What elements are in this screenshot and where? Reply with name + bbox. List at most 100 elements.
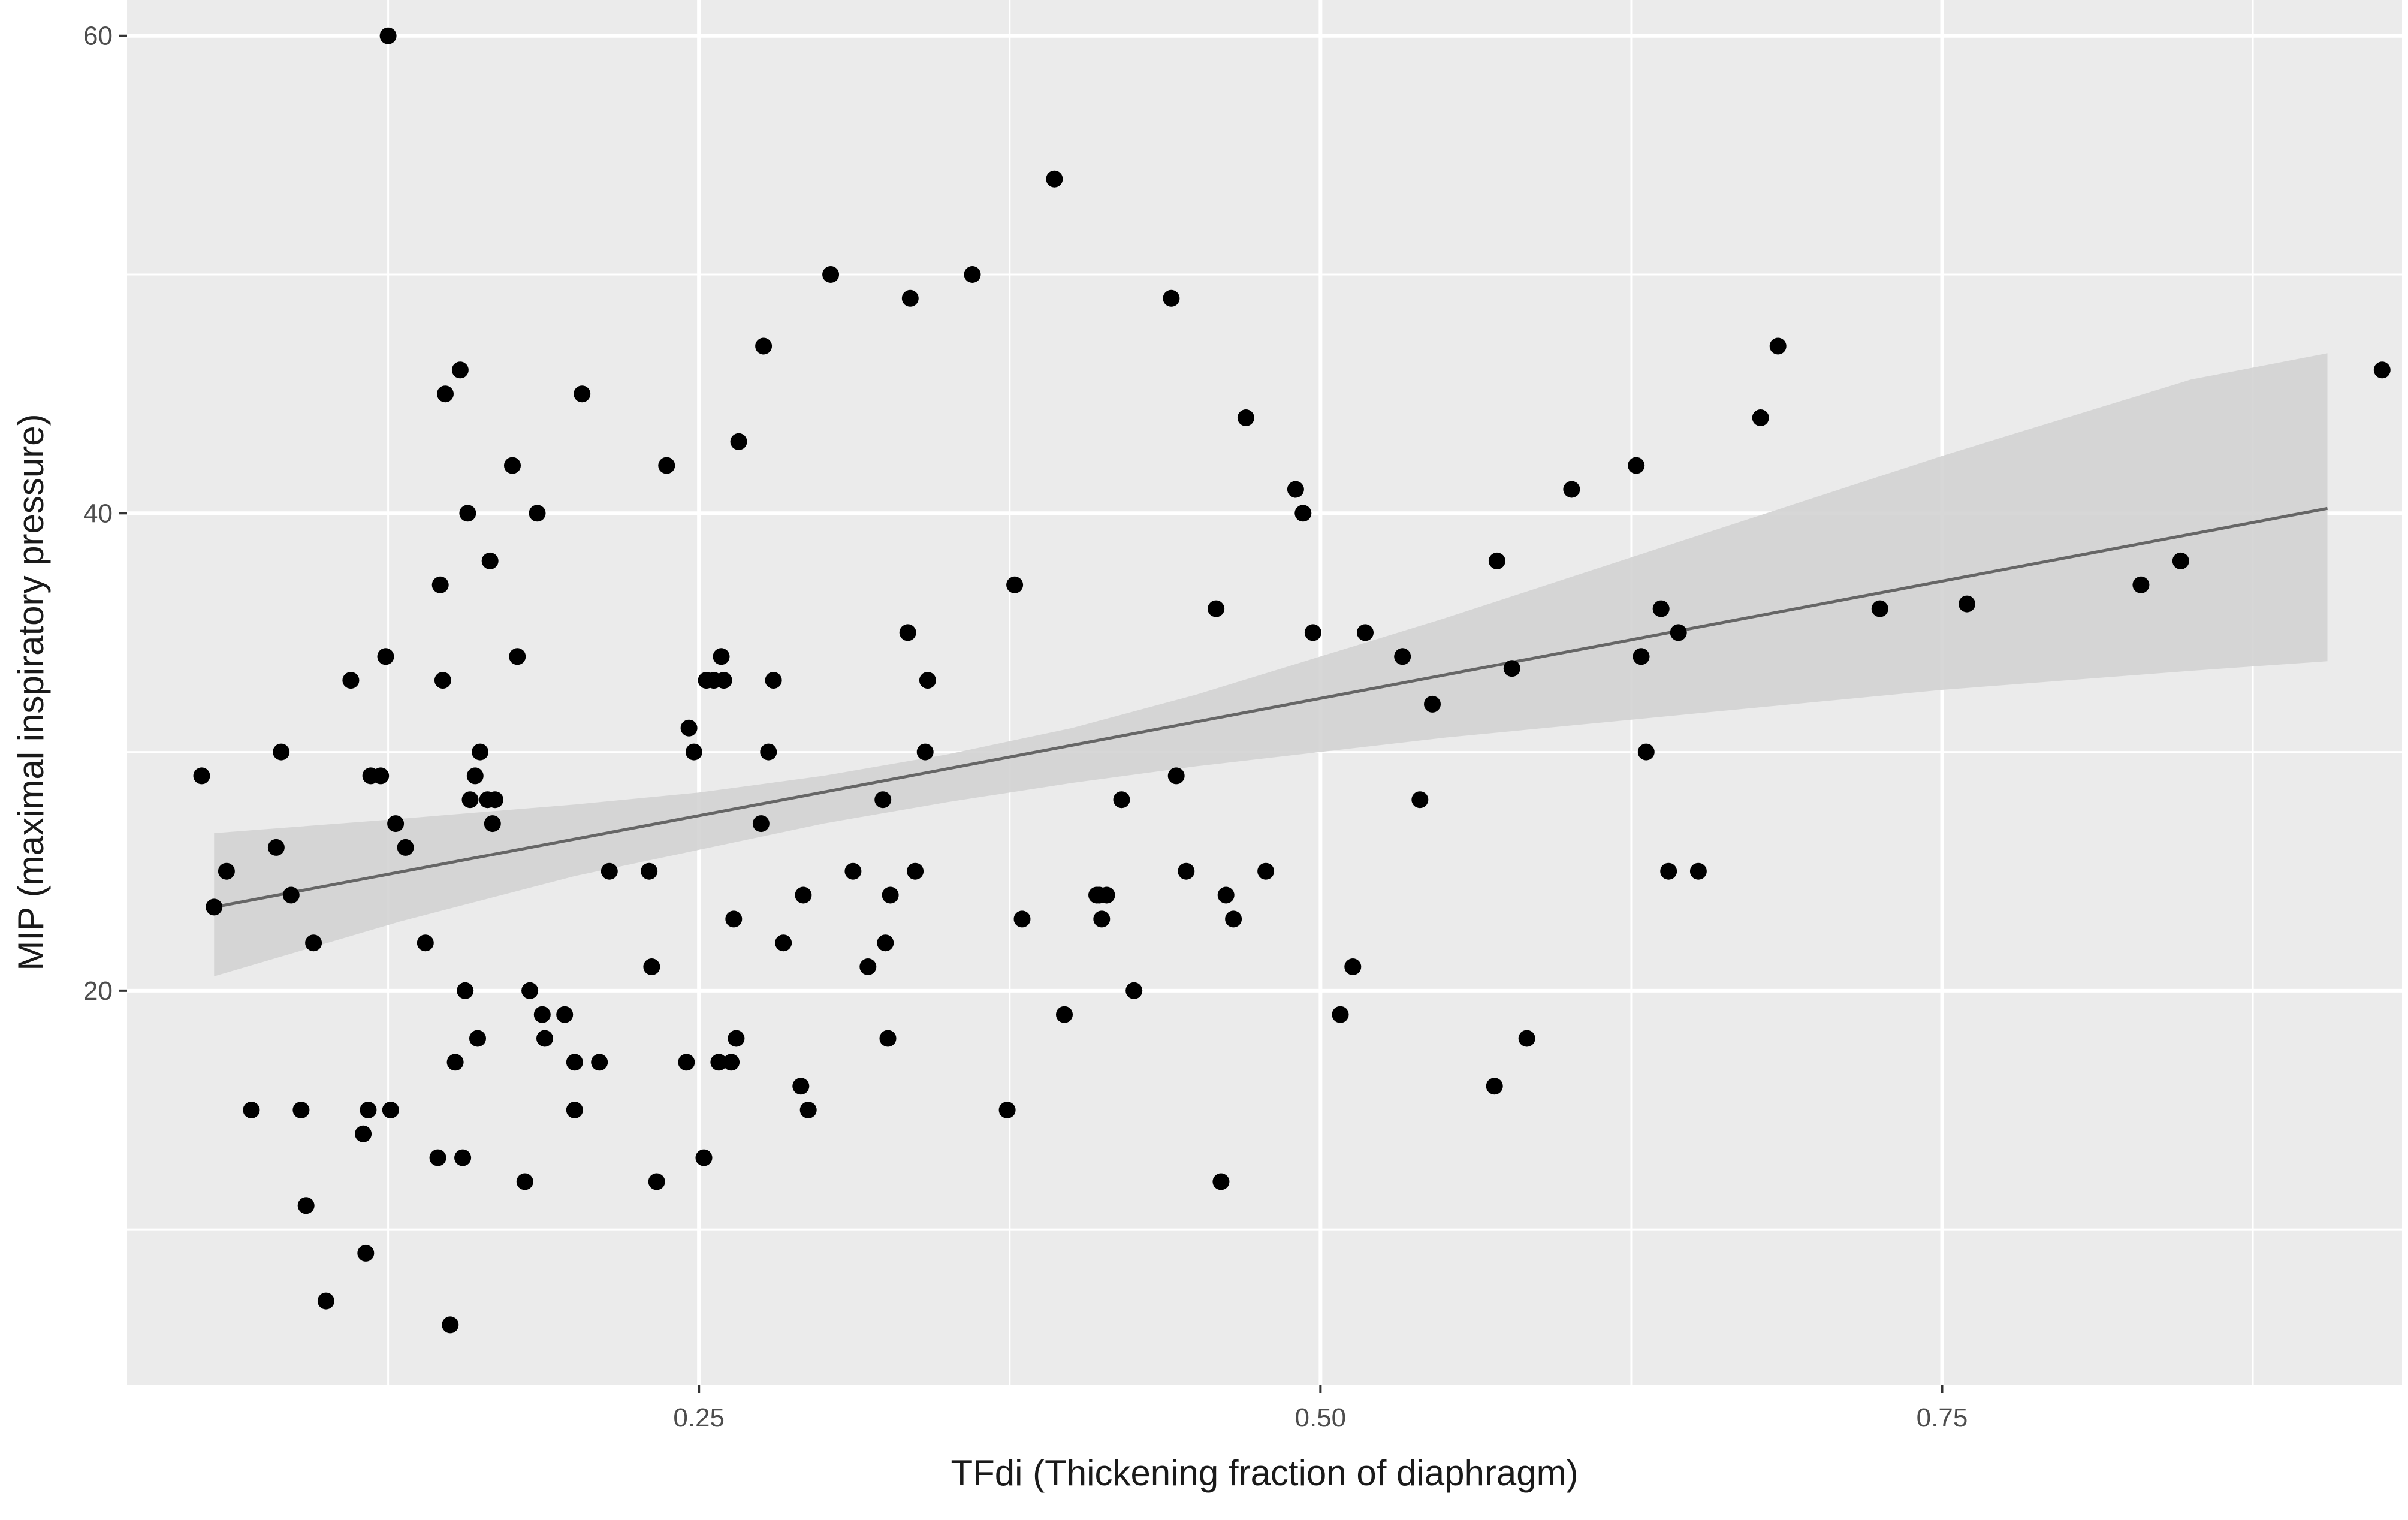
data-point — [1411, 791, 1429, 809]
data-point — [509, 648, 526, 665]
data-point — [357, 1244, 375, 1262]
data-point — [529, 505, 546, 522]
data-point — [484, 815, 501, 833]
data-point — [2132, 576, 2150, 593]
data-point — [879, 1030, 897, 1047]
data-point — [193, 767, 210, 785]
data-point — [273, 743, 290, 761]
data-point — [2172, 552, 2189, 569]
data-point — [1652, 600, 1670, 617]
data-point — [998, 1102, 1016, 1118]
data-point — [1093, 910, 1111, 928]
data-point — [1660, 862, 1677, 880]
data-point — [728, 1030, 745, 1047]
data-point — [1332, 1006, 1349, 1023]
data-point — [1752, 409, 1769, 426]
data-point — [648, 1173, 665, 1190]
data-point — [1959, 595, 1975, 613]
data-point — [725, 910, 743, 928]
data-point — [454, 1149, 472, 1166]
y-tick-label: 60 — [83, 22, 113, 51]
data-point — [1113, 791, 1130, 809]
data-point — [481, 552, 499, 569]
data-point — [765, 672, 782, 689]
data-point — [360, 1102, 377, 1118]
data-point — [1294, 505, 1312, 522]
data-point — [643, 958, 660, 975]
data-point — [469, 1030, 486, 1047]
data-point — [964, 266, 981, 283]
data-point — [901, 289, 919, 307]
data-point — [305, 934, 322, 952]
data-point — [752, 815, 770, 833]
data-point — [1394, 648, 1411, 665]
data-point — [723, 1054, 740, 1071]
data-point — [1257, 862, 1275, 880]
data-point — [1125, 982, 1143, 999]
data-points — [193, 27, 2391, 1334]
data-point — [457, 982, 474, 999]
data-point — [267, 839, 285, 856]
data-point — [792, 1078, 810, 1095]
data-point — [504, 457, 521, 474]
data-point — [1871, 600, 1888, 617]
data-point — [1689, 862, 1707, 880]
data-point — [556, 1006, 574, 1023]
data-point — [566, 1054, 583, 1071]
data-point — [566, 1102, 583, 1118]
y-axis-title: MIP (maximal inspiratory pressure) — [11, 414, 51, 970]
data-point — [678, 1054, 695, 1071]
data-point — [1167, 767, 1185, 785]
data-point — [695, 1149, 713, 1166]
data-point — [1013, 910, 1031, 928]
data-point — [1178, 862, 1195, 880]
data-point — [1637, 743, 1655, 761]
x-tick-label: 0.50 — [1295, 1403, 1347, 1432]
data-point — [1212, 1173, 1230, 1190]
data-point — [1424, 695, 1441, 713]
x-tick-label: 0.75 — [1917, 1403, 1968, 1432]
confidence-band — [214, 353, 2328, 976]
data-point — [1225, 910, 1242, 928]
data-point — [877, 934, 894, 952]
y-tick-label: 40 — [83, 499, 113, 528]
data-point — [1628, 457, 1645, 474]
data-point — [243, 1102, 260, 1118]
data-point — [799, 1102, 817, 1118]
data-point — [822, 266, 840, 283]
data-point — [844, 862, 862, 880]
data-point — [859, 958, 877, 975]
data-point — [916, 743, 934, 761]
data-point — [382, 1102, 399, 1118]
data-point — [372, 767, 390, 785]
data-point — [882, 886, 899, 904]
data-point — [1344, 958, 1362, 975]
data-point — [446, 1054, 464, 1071]
data-point — [591, 1054, 608, 1071]
data-point — [685, 743, 702, 761]
data-point — [795, 886, 812, 904]
data-point — [641, 862, 658, 880]
data-point — [755, 337, 773, 355]
data-point — [292, 1102, 310, 1118]
x-axis-ticks: 0.25 0.50 0.75 — [673, 1385, 1968, 1432]
data-point — [342, 672, 360, 689]
x-axis-title: TFdi (Thickening fraction of diaphragm) — [950, 1453, 1578, 1493]
data-point — [431, 576, 449, 593]
data-point — [1046, 170, 1063, 188]
data-point — [1287, 481, 1304, 498]
data-point — [775, 934, 792, 952]
data-point — [1056, 1006, 1073, 1023]
data-point — [355, 1125, 372, 1142]
data-point — [397, 839, 414, 856]
data-point — [680, 719, 698, 737]
data-point — [1488, 552, 1505, 569]
data-point — [1208, 600, 1225, 617]
data-point — [1357, 624, 1374, 641]
data-point — [377, 648, 394, 665]
data-point — [2373, 361, 2391, 379]
data-point — [658, 457, 675, 474]
data-point — [1304, 624, 1321, 641]
data-point — [713, 648, 730, 665]
